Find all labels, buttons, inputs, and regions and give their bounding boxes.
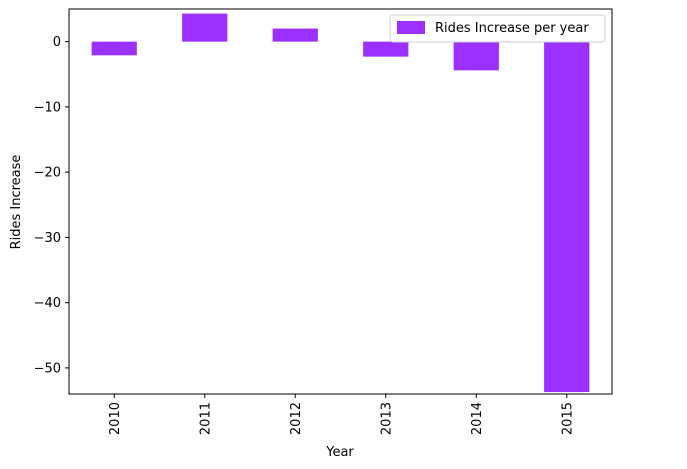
bar-2012 xyxy=(272,28,318,42)
bar-2011 xyxy=(182,13,228,42)
plot-frame xyxy=(68,8,613,395)
x-axis-label: Year xyxy=(325,445,354,460)
y-axis-ticks: 0 −10 −20 −30 −40 −50 xyxy=(34,35,69,376)
bar-2014 xyxy=(453,41,499,71)
x-tick-label-2012: 2012 xyxy=(289,402,304,435)
y-tick-label: −20 xyxy=(34,166,61,181)
y-tick-label: −50 xyxy=(34,361,61,376)
legend: Rides Increase per year xyxy=(389,14,606,43)
y-tick-label: −30 xyxy=(34,231,61,246)
x-tick-label-2015: 2015 xyxy=(560,402,575,435)
legend-swatch xyxy=(397,21,425,34)
y-tick-label: −40 xyxy=(34,296,61,311)
y-tick-label: −10 xyxy=(34,100,61,115)
bar-2013 xyxy=(363,41,409,57)
legend-entry-rides-increase: Rides Increase per year xyxy=(435,21,589,36)
legend-box xyxy=(389,14,606,43)
x-tick-label-2010: 2010 xyxy=(108,402,123,435)
bars-group xyxy=(91,13,590,393)
y-axis-label: Rides Increase xyxy=(9,155,24,250)
x-tick-label-2013: 2013 xyxy=(379,402,394,435)
bar-2015 xyxy=(544,41,590,393)
x-tick-label-2014: 2014 xyxy=(470,402,485,435)
y-tick-label: 0 xyxy=(53,35,61,50)
x-tick-label-2011: 2011 xyxy=(198,402,213,435)
x-axis-ticks: 2010 2011 2012 2013 2014 2015 xyxy=(108,394,575,435)
bar-2010 xyxy=(91,41,137,56)
